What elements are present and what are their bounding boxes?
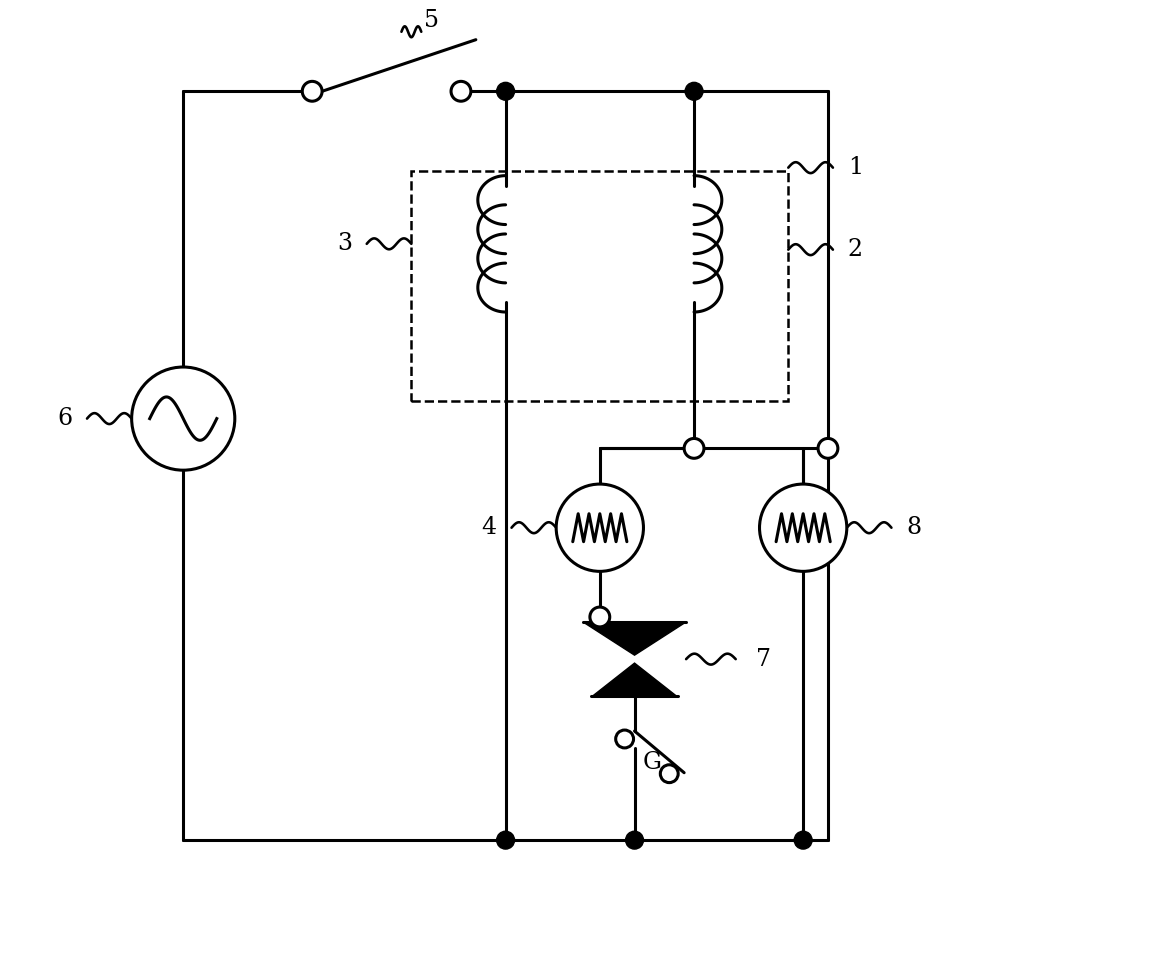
Circle shape (556, 484, 644, 571)
Circle shape (302, 81, 323, 101)
Text: 8: 8 (906, 516, 921, 539)
Bar (412, 170, 788, 401)
Text: G: G (643, 751, 661, 774)
Text: 2: 2 (847, 238, 862, 261)
Circle shape (686, 82, 703, 100)
Polygon shape (592, 663, 676, 697)
Circle shape (660, 765, 679, 783)
Text: 5: 5 (424, 9, 438, 32)
Circle shape (497, 832, 514, 849)
Circle shape (759, 484, 847, 571)
Circle shape (132, 367, 235, 470)
Text: 6: 6 (57, 407, 72, 430)
Circle shape (497, 82, 514, 100)
Polygon shape (583, 622, 687, 656)
Circle shape (818, 438, 838, 458)
Circle shape (794, 832, 812, 849)
Circle shape (616, 730, 633, 748)
Circle shape (684, 438, 704, 458)
Text: 1: 1 (847, 156, 862, 179)
Text: 7: 7 (756, 648, 771, 671)
Text: 4: 4 (482, 516, 497, 539)
Circle shape (590, 607, 609, 627)
Circle shape (451, 81, 470, 101)
Circle shape (625, 832, 644, 849)
Text: 3: 3 (336, 233, 351, 256)
